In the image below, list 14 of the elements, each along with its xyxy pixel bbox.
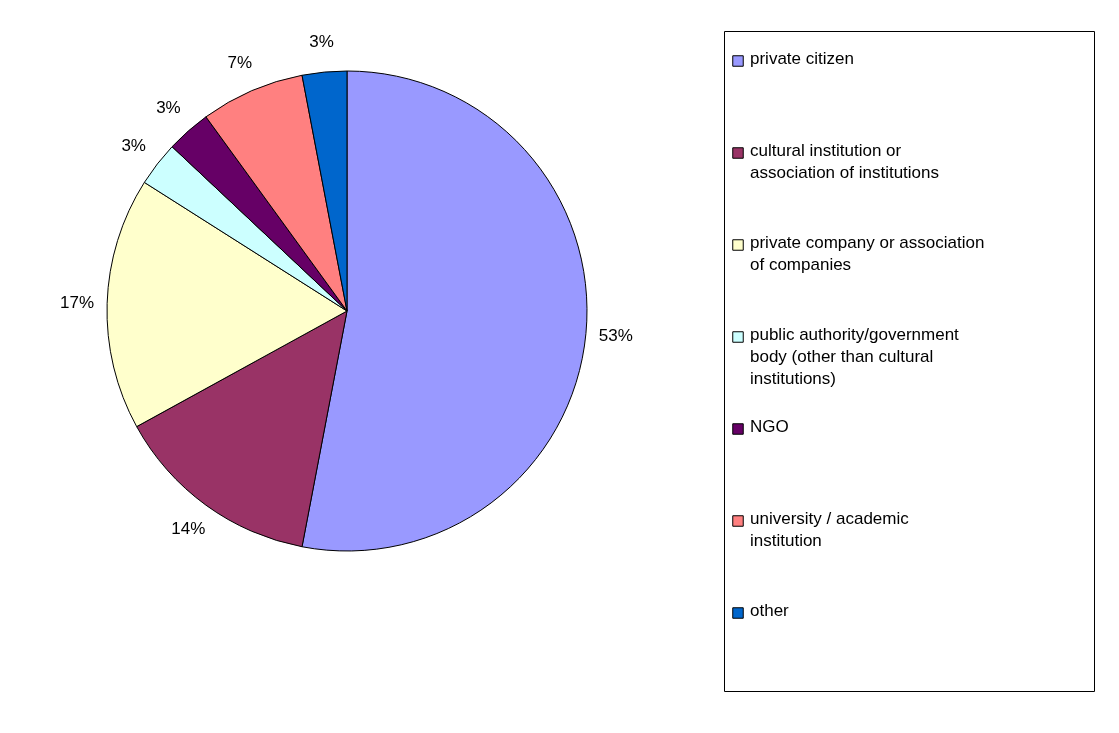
data-label: 3% (309, 32, 334, 52)
legend-label: cultural institution or association of institutions (750, 141, 939, 182)
legend-label: NGO (750, 417, 789, 436)
data-label: 7% (227, 53, 253, 73)
data-label: 3% (121, 135, 146, 155)
legend-label: other (750, 601, 790, 620)
data-label: 14% (171, 519, 206, 539)
data-label: 3% (156, 98, 181, 118)
legend-label: private company or association of companies (750, 233, 985, 274)
legend-label: public authority/government body (other than cultural institutions) (750, 325, 960, 388)
legend-label: university / academic institution (750, 509, 910, 550)
data-label: 17% (60, 292, 95, 312)
legend-label: private citizen (750, 49, 854, 68)
data-label: 53% (598, 326, 633, 346)
